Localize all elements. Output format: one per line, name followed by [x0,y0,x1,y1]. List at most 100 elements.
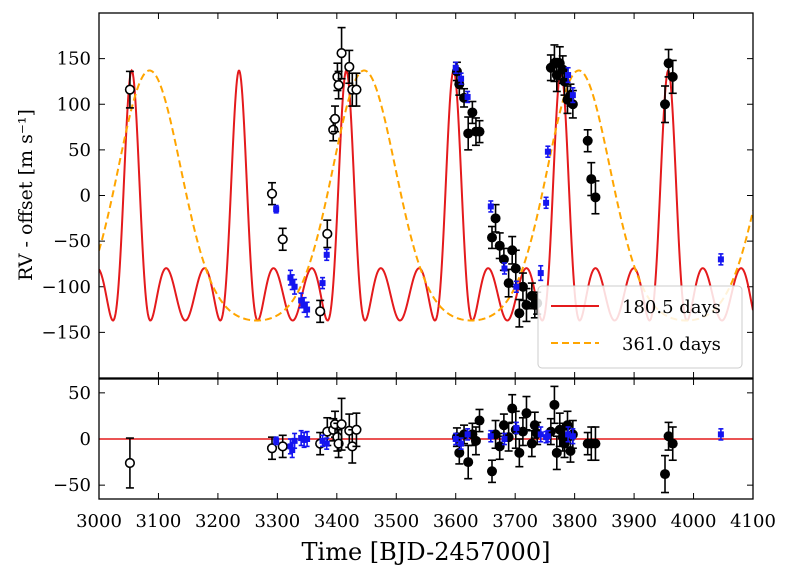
data-point-blue [298,297,305,304]
data-point-blue [544,433,551,440]
data-point-blue [565,72,572,79]
data-point-filled [463,457,474,468]
data-point-filled [549,399,560,410]
data-point-filled [474,415,485,426]
data-point-filled [660,99,671,110]
y-tick-label: 0 [80,186,91,207]
x-tick-label: 3300 [254,511,300,532]
x-tick-label: 3000 [76,511,122,532]
x-tick-label: 3900 [611,511,657,532]
data-point-open [333,438,344,449]
x-tick-label: 3100 [136,511,182,532]
data-point-blue [513,424,520,431]
data-point-blue [537,270,544,277]
data-point-blue [304,306,311,313]
rv-y-axis: −150 −100 −50 0 50 100 150 [42,13,754,378]
data-point-open [351,84,362,95]
data-point-filled [514,308,525,319]
data-point-blue [544,148,551,155]
data-point-blue [319,437,326,444]
residual-data-points [124,385,724,494]
x-tick-label: 4100 [730,511,776,532]
data-point-open [344,61,355,72]
data-point-blue [301,302,308,308]
data-point-blue [458,440,465,447]
data-point-filled [463,128,474,139]
y-tick-label: 150 [57,49,91,70]
data-point-blue [291,283,298,290]
rv-panel-frame [98,12,754,379]
data-point-blue [569,92,576,99]
data-point-filled [486,466,497,477]
data-point-filled [474,126,485,137]
data-point-blue [452,64,459,71]
data-point-filled [590,438,601,449]
data-point-filled [503,278,514,289]
data-point-filled [551,447,562,458]
data-point-blue [323,251,330,258]
data-point-open [328,124,339,135]
y-tick-label: −100 [42,277,91,298]
data-point-open [332,71,343,82]
data-point-filled [490,213,501,224]
data-point-blue [273,206,280,213]
y-tick-label: 100 [57,94,91,115]
data-point-blue [452,436,459,442]
data-point-filled [454,447,465,458]
data-point-open [336,419,347,430]
y-tick-label: 50 [68,140,91,161]
data-point-filled [526,438,537,449]
data-point-filled [467,107,478,118]
y-tick-label: 0 [80,429,91,450]
y-tick-label: −150 [42,322,91,343]
data-point-open [277,234,288,245]
data-point-filled [494,441,505,452]
x-tick-label: 3400 [314,511,360,532]
data-point-filled [514,447,525,458]
y-axis-label: RV - offset [m s⁻¹] [15,109,37,281]
x-tick-label: 4000 [671,511,717,532]
data-point-filled [521,408,532,419]
y-tick-label: 50 [68,383,91,404]
data-point-blue [287,443,294,450]
data-point-filled [486,232,497,243]
data-point-filled [590,192,601,203]
data-point-blue [464,431,471,438]
data-point-filled [667,438,678,449]
x-tick-label: 3700 [492,511,538,532]
x-tick-label: 3200 [195,511,241,532]
data-point-blue [319,280,326,287]
x-tick-label: 3800 [552,511,598,532]
data-point-filled [521,300,532,310]
legend: 180.5 days 361.0 days [537,285,743,369]
data-point-blue [717,431,724,438]
data-point-filled [667,71,678,82]
data-point-blue [565,431,572,438]
data-point-blue [464,93,471,100]
data-point-open [351,424,362,435]
data-point-open [315,306,326,317]
data-point-open [266,443,278,454]
data-point-filled [498,420,509,431]
rv-model-curves [99,68,753,322]
data-point-open [266,188,278,199]
data-point-blue [289,279,296,286]
data-point-blue [487,203,494,210]
data-point-blue [304,436,311,442]
data-point-open [124,457,136,469]
data-point-open [124,84,136,95]
data-point-blue [569,433,576,440]
data-point-blue [487,433,494,440]
data-point-blue [717,256,724,263]
data-point-blue [289,447,296,454]
data-point-open [322,228,333,239]
residual-y-axis: −50 0 50 [53,379,754,499]
y-tick-label: −50 [53,475,91,496]
data-point-filled [582,135,593,146]
data-point-blue [501,265,508,272]
data-point-blue [458,75,465,82]
x-axis: 3000 3100 3200 3300 3400 3500 3600 3700 3800 3900… [76,511,776,532]
x-tick-label: 3600 [433,511,479,532]
residual-panel-frame [98,378,754,500]
